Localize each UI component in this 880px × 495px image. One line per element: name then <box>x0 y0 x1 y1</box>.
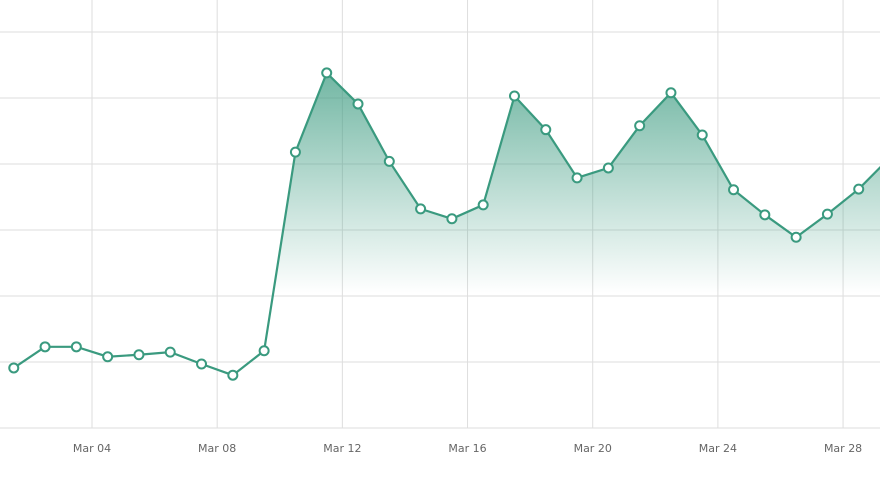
point <box>602 162 614 174</box>
x-tick-label: Mar 24 <box>699 442 737 455</box>
point <box>540 124 552 136</box>
point <box>665 87 677 99</box>
point <box>571 172 583 184</box>
x-tick-label: Mar 20 <box>574 442 612 455</box>
point <box>289 146 301 158</box>
point <box>446 213 458 225</box>
x-tick-label: Mar 16 <box>448 442 486 455</box>
point <box>821 208 833 220</box>
x-tick-label: Mar 08 <box>198 442 236 455</box>
point <box>70 341 82 353</box>
point <box>352 98 364 110</box>
point <box>383 155 395 167</box>
point <box>164 346 176 358</box>
point <box>728 184 740 196</box>
point <box>39 341 51 353</box>
point <box>759 209 771 221</box>
area <box>13 72 880 428</box>
x-tick-label: Mar 28 <box>824 442 862 455</box>
point <box>415 203 427 215</box>
x-tick-label: Mar 12 <box>323 442 361 455</box>
point <box>477 199 489 211</box>
point <box>227 369 239 381</box>
point <box>8 362 20 374</box>
point <box>321 67 333 79</box>
x-tick-label: Mar 04 <box>73 442 111 455</box>
point <box>853 183 865 195</box>
point <box>196 358 208 370</box>
point <box>634 120 646 132</box>
point <box>102 351 114 363</box>
point <box>790 231 802 243</box>
point <box>696 129 708 141</box>
point <box>258 345 270 357</box>
plot <box>8 67 880 428</box>
point <box>133 349 145 361</box>
point <box>508 90 520 102</box>
